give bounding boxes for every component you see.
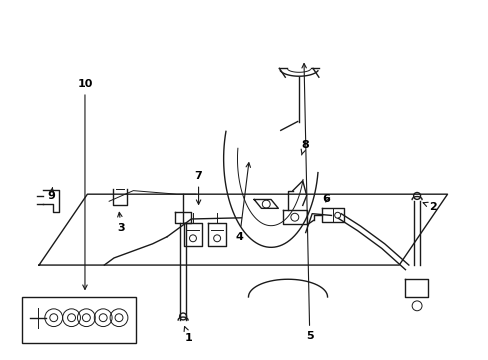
Text: 3: 3 xyxy=(117,212,125,233)
Text: 2: 2 xyxy=(422,202,436,212)
Text: 10: 10 xyxy=(77,79,92,289)
Text: 4: 4 xyxy=(235,163,250,242)
Text: 6: 6 xyxy=(322,194,330,204)
Text: 7: 7 xyxy=(194,171,202,204)
Text: 1: 1 xyxy=(183,327,192,343)
Text: 9: 9 xyxy=(47,188,55,201)
Text: 8: 8 xyxy=(301,140,308,155)
Bar xyxy=(22,297,136,343)
Text: 5: 5 xyxy=(301,63,313,341)
